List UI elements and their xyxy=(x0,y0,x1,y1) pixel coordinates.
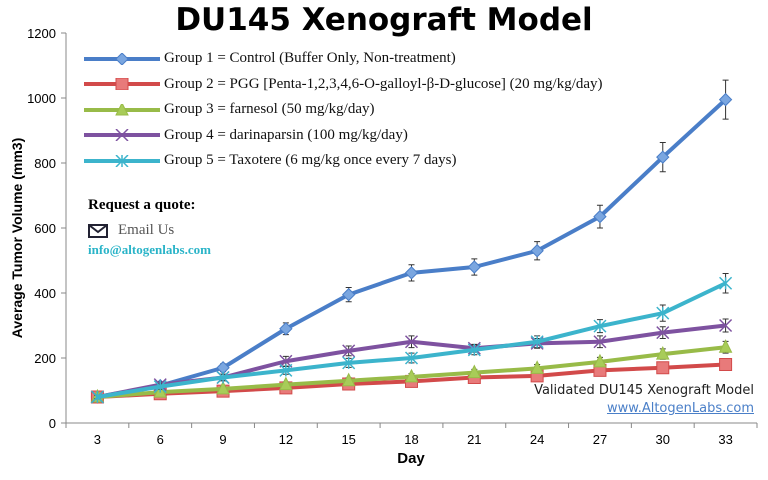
legend-label: Group 5 = Taxotere (6 mg/kg once every 7… xyxy=(164,152,457,169)
data-point xyxy=(115,103,129,116)
data-point xyxy=(404,266,419,280)
data-point xyxy=(593,335,607,349)
data-point xyxy=(467,343,481,357)
x-tick-label: 3 xyxy=(94,432,101,447)
series-3 xyxy=(90,339,733,403)
y-tick-label: 600 xyxy=(34,221,56,236)
data-point xyxy=(530,360,544,374)
data-point xyxy=(656,361,670,375)
data-point xyxy=(593,353,607,368)
legend-item: Group 1 = Control (Buffer Only, Non-trea… xyxy=(82,46,603,72)
request-quote-label: Request a quote: xyxy=(88,197,196,213)
x-tick-label: 30 xyxy=(656,432,670,447)
legend-label: Group 1 = Control (Buffer Only, Non-trea… xyxy=(164,50,456,67)
data-point xyxy=(593,319,607,333)
x-tick-label: 27 xyxy=(593,432,607,447)
data-point xyxy=(530,335,544,349)
data-point xyxy=(216,370,230,385)
data-point xyxy=(404,335,419,349)
data-point xyxy=(718,339,733,353)
data-point xyxy=(279,376,293,391)
legend-label: Group 4 = darinaparsin (100 mg/kg/day) xyxy=(164,126,408,143)
data-point xyxy=(656,306,670,320)
envelope-icon xyxy=(88,223,108,238)
data-point xyxy=(655,345,670,360)
data-point xyxy=(530,244,544,258)
legend: Group 1 = Control (Buffer Only, Non-trea… xyxy=(82,46,603,174)
data-point xyxy=(115,52,129,65)
data-point xyxy=(404,368,419,383)
data-point xyxy=(656,326,670,340)
data-point xyxy=(341,372,356,387)
x-axis-title: Day xyxy=(397,450,425,467)
x-tick-label: 18 xyxy=(404,432,418,447)
y-tick-label: 200 xyxy=(34,351,56,366)
legend-swatch-icon xyxy=(84,154,160,167)
data-point xyxy=(279,322,293,336)
data-point xyxy=(467,364,482,379)
x-tick-label: 24 xyxy=(530,432,544,447)
legend-item: Group 3 = farnesol (50 mg/kg/day) xyxy=(82,97,603,123)
data-point xyxy=(593,209,607,224)
x-tick-label: 15 xyxy=(341,432,355,447)
data-point xyxy=(719,276,733,290)
y-tick-label: 0 xyxy=(49,416,56,431)
legend-swatch-icon xyxy=(84,78,160,91)
y-tick-label: 1000 xyxy=(27,91,56,106)
y-tick-label: 400 xyxy=(34,286,56,301)
email-address-link[interactable]: info@altogenlabs.com xyxy=(88,242,211,257)
data-point xyxy=(279,354,293,368)
series-5 xyxy=(90,273,733,404)
y-tick-label: 800 xyxy=(34,156,56,171)
x-tick-label: 6 xyxy=(157,432,164,447)
legend-label: Group 2 = PGG [Penta-1,2,3,4,6-O-galloyl… xyxy=(164,75,603,92)
data-point xyxy=(404,351,419,365)
validated-note: Validated DU145 Xenograft Model xyxy=(534,383,754,398)
email-us-label: Email Us xyxy=(118,222,175,238)
data-point xyxy=(115,154,129,167)
chart-title: DU145 Xenograft Model xyxy=(175,2,593,38)
data-point xyxy=(115,129,129,142)
legend-item: Group 5 = Taxotere (6 mg/kg once every 7… xyxy=(82,148,603,174)
data-point xyxy=(90,390,104,404)
legend-item: Group 2 = PGG [Penta-1,2,3,4,6-O-galloyl… xyxy=(82,72,603,98)
x-tick-label: 21 xyxy=(467,432,481,447)
data-point xyxy=(153,380,167,394)
data-point xyxy=(718,92,733,107)
data-point xyxy=(719,358,733,371)
data-point xyxy=(656,150,670,164)
data-point xyxy=(342,356,356,370)
data-point xyxy=(341,287,356,302)
data-point xyxy=(216,380,230,395)
legend-swatch-icon xyxy=(84,52,160,65)
website-link[interactable]: www.AltogenLabs.com xyxy=(606,401,754,416)
data-point xyxy=(719,318,733,333)
data-point xyxy=(115,78,129,91)
legend-item: Group 4 = darinaparsin (100 mg/kg/day) xyxy=(82,123,603,149)
x-tick-label: 12 xyxy=(279,432,293,447)
x-tick-label: 9 xyxy=(219,432,226,447)
y-tick-label: 1200 xyxy=(27,26,56,41)
data-point xyxy=(342,344,356,358)
y-axis-title: Average Tumor Volume (mm3) xyxy=(9,138,25,338)
data-point xyxy=(467,260,482,274)
x-tick-label: 33 xyxy=(718,432,732,447)
legend-swatch-icon xyxy=(84,129,160,142)
legend-swatch-icon xyxy=(84,103,160,116)
email-us-link[interactable]: Email Us xyxy=(88,222,174,239)
legend-label: Group 3 = farnesol (50 mg/kg/day) xyxy=(164,101,375,118)
data-point xyxy=(279,363,293,377)
